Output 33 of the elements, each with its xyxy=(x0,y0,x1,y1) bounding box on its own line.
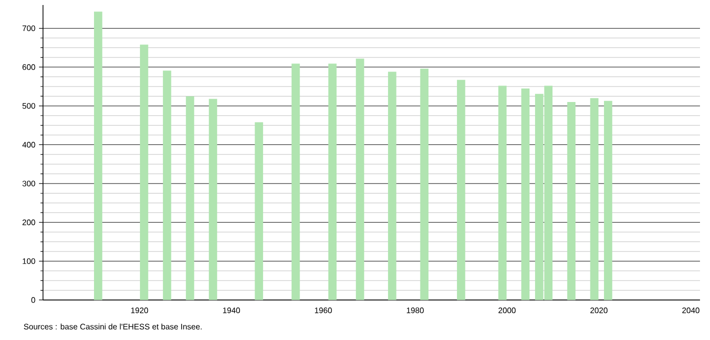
y-tick-label: 0 xyxy=(31,297,36,303)
bar xyxy=(162,70,172,300)
x-tick-label: 1960 xyxy=(314,308,332,314)
y-tick-label: 200 xyxy=(22,220,36,226)
bar xyxy=(94,12,102,300)
bar xyxy=(388,72,396,300)
y-tick-label: 600 xyxy=(22,64,36,70)
bar xyxy=(356,58,364,300)
bar xyxy=(292,64,300,300)
x-tick-label: 1940 xyxy=(223,308,240,314)
bar xyxy=(567,102,576,300)
bar xyxy=(186,96,194,300)
source-note: Sources : base Cassini de l'EHESS et base Insee. xyxy=(24,324,202,330)
bar xyxy=(208,98,218,300)
x-tick-label: 1920 xyxy=(131,308,148,314)
x-tick-label: 1980 xyxy=(406,308,424,314)
bar xyxy=(498,86,507,300)
bar xyxy=(254,122,264,300)
y-tick-label: 700 xyxy=(22,25,36,32)
bar xyxy=(604,100,612,300)
y-tick-label: 400 xyxy=(22,142,36,148)
bar xyxy=(456,80,466,300)
y-tick-label: 300 xyxy=(22,180,36,186)
y-tick-label: 500 xyxy=(22,103,36,109)
x-tick-label: 2000 xyxy=(498,308,516,314)
bar xyxy=(521,88,530,300)
bar xyxy=(420,68,428,300)
x-tick-label: 2020 xyxy=(590,308,608,314)
y-tick-label: 100 xyxy=(22,258,36,264)
bar xyxy=(140,44,148,300)
x-tick-label: 2040 xyxy=(682,308,700,314)
bar xyxy=(328,64,337,300)
bar xyxy=(590,98,598,300)
